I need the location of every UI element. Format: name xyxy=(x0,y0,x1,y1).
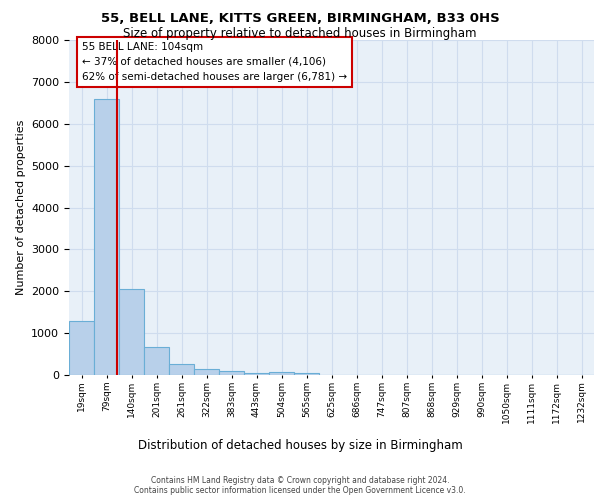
Text: Distribution of detached houses by size in Birmingham: Distribution of detached houses by size … xyxy=(137,440,463,452)
Bar xyxy=(269,372,294,375)
Bar xyxy=(244,372,269,375)
Bar xyxy=(219,371,244,375)
Bar xyxy=(94,98,119,375)
Bar xyxy=(69,320,94,375)
Y-axis label: Number of detached properties: Number of detached properties xyxy=(16,120,26,295)
Bar xyxy=(194,369,219,375)
Text: Size of property relative to detached houses in Birmingham: Size of property relative to detached ho… xyxy=(123,28,477,40)
Bar xyxy=(169,364,194,375)
Text: 55 BELL LANE: 104sqm
← 37% of detached houses are smaller (4,106)
62% of semi-de: 55 BELL LANE: 104sqm ← 37% of detached h… xyxy=(82,42,347,82)
Text: 55, BELL LANE, KITTS GREEN, BIRMINGHAM, B33 0HS: 55, BELL LANE, KITTS GREEN, BIRMINGHAM, … xyxy=(101,12,499,26)
Bar xyxy=(119,289,144,375)
Text: Contains HM Land Registry data © Crown copyright and database right 2024.
Contai: Contains HM Land Registry data © Crown c… xyxy=(134,476,466,495)
Bar xyxy=(144,346,169,375)
Bar xyxy=(294,372,319,375)
